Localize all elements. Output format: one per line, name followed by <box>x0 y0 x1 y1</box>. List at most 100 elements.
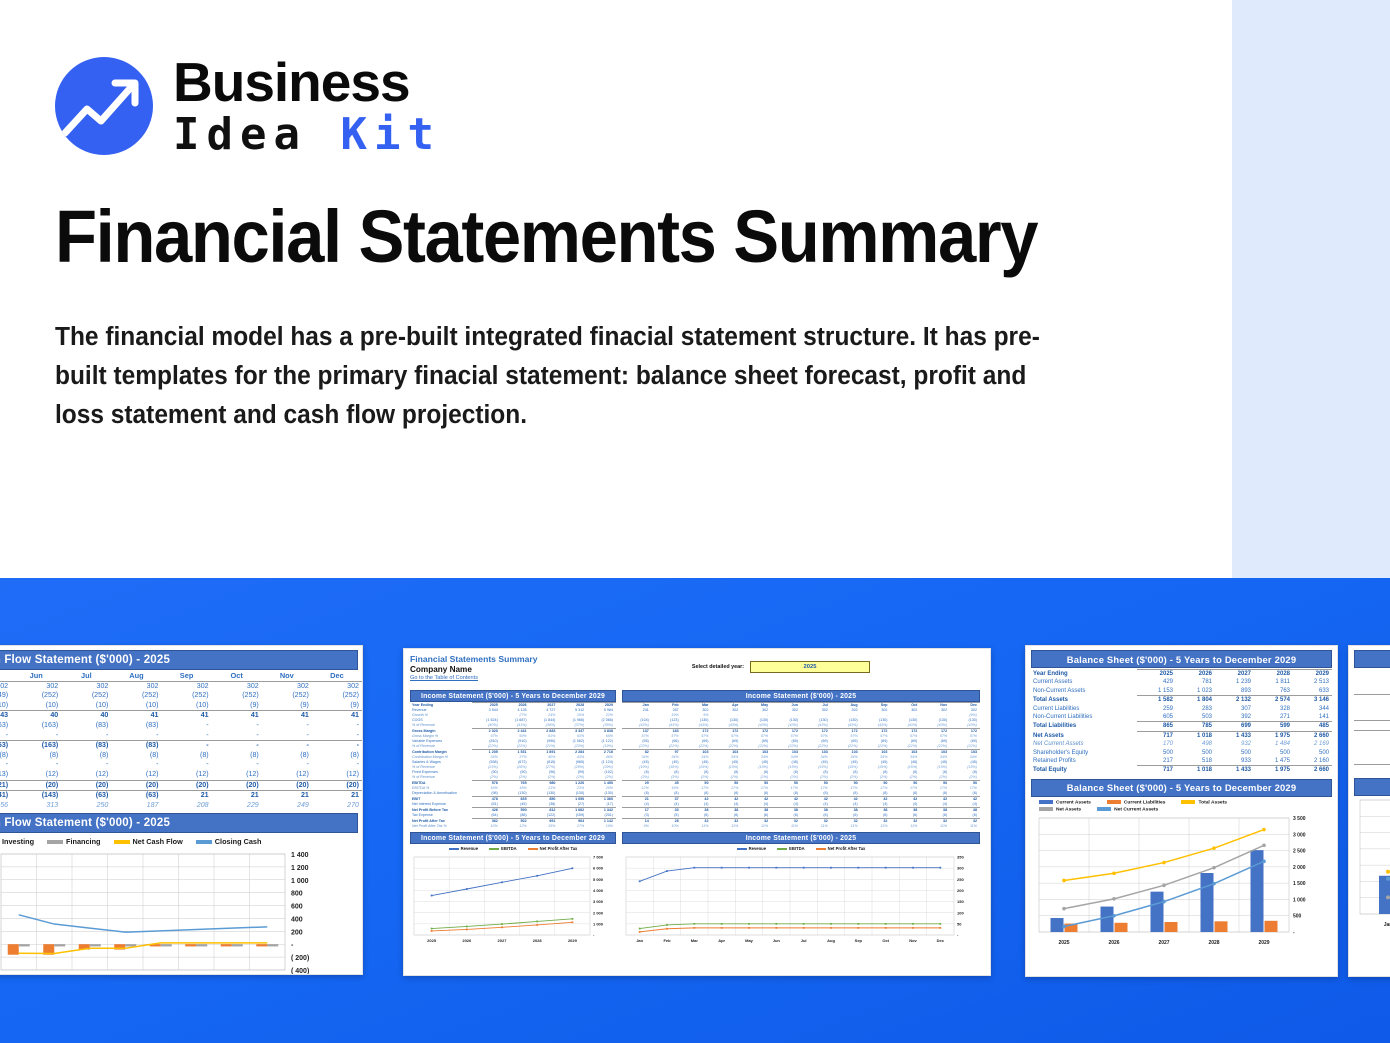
cell: 29 <box>622 780 652 787</box>
cell: (90) <box>491 770 498 775</box>
cell: 14 <box>622 818 652 825</box>
cash-flow-screenshot-panel[interactable]: Cash Flow Statement ($'000) - 2025 MayJu… <box>0 645 363 975</box>
cell: - <box>156 760 159 769</box>
cell: 500 <box>1201 749 1212 756</box>
cell: 103 <box>920 749 951 756</box>
cell: (2%) <box>730 775 739 780</box>
cash-flow-month-header: Oct <box>211 671 262 682</box>
cell: (22%) <box>907 744 918 749</box>
cell: (130) <box>878 718 888 723</box>
cell: (4) <box>883 802 888 807</box>
svg-text:2025: 2025 <box>1058 940 1069 946</box>
cell: 590 <box>500 807 530 814</box>
cell: (130) <box>729 718 739 723</box>
table-row: Net Current Assets 170 498 932 1 484 2 169 <box>1031 740 1332 748</box>
table-row: Growth % - 27% 24% 19% 22% <box>410 713 616 718</box>
table-row: 1 174 <box>1354 677 1390 685</box>
cell: (69) <box>761 739 769 744</box>
right-panel-chart-title <box>1354 777 1390 796</box>
cell: 65% <box>605 734 613 739</box>
svg-text:50: 50 <box>957 922 962 927</box>
cell: (8) <box>99 750 109 759</box>
cash-flow-month-header: Jun <box>11 671 62 682</box>
cell: 50 <box>711 780 742 787</box>
cell: 57% <box>671 734 679 739</box>
table-row: (8) (8) (8) (8) (8) (8) (8) (8) <box>0 751 362 761</box>
cell: (2%) <box>909 775 918 780</box>
table-row: Year Ending 2025 2026 2027 2028 2029 <box>410 702 616 709</box>
cell: (252) <box>141 691 159 700</box>
cell: (22%) <box>877 744 888 749</box>
cell: 42 <box>830 796 861 803</box>
cell: 93 <box>1354 704 1390 712</box>
cell: 17% <box>701 786 709 791</box>
cell: 163 <box>651 728 682 735</box>
year-selector-input[interactable]: 2025 <box>750 661 870 673</box>
svg-text:3 500: 3 500 <box>1293 816 1306 822</box>
cell: - <box>306 760 309 769</box>
cell: (45) <box>940 760 948 765</box>
cell: (8) <box>199 750 209 759</box>
cell: (8) <box>674 791 679 796</box>
cell: Nov <box>920 702 951 709</box>
svg-text:200: 200 <box>957 888 964 893</box>
cell: 172 <box>830 728 861 735</box>
balance-sheet-chart-legend: Current Assets Current Liabilities Total A… <box>1031 797 1332 815</box>
cell: - <box>311 740 362 751</box>
cell: (123) <box>670 718 679 723</box>
cell: - <box>5 730 9 739</box>
cell: 5% <box>703 713 709 718</box>
cell: (8) <box>912 791 918 796</box>
cell: (22%) <box>698 744 709 749</box>
table-row: 43 40 40 41 41 41 41 41 <box>0 710 362 721</box>
cell: (63) <box>61 790 112 801</box>
cell: 1 062 <box>558 807 588 814</box>
cell: (252) <box>192 691 209 700</box>
balance-sheet-monthly-screenshot-panel[interactable]: Jan1 1741241 297936927865121 08150012512… <box>1348 645 1390 977</box>
cell: (4) <box>853 802 858 807</box>
table-row: (8) (8) (8) (8) (8) (8) (8) (8) (8) (8) (8) (8) <box>622 791 980 797</box>
cell: (1 687) <box>515 718 527 723</box>
cell: Jul <box>800 702 831 709</box>
cell: (41%) <box>516 723 527 728</box>
cell: (20) <box>61 779 112 791</box>
cell: 57% <box>790 734 798 739</box>
cell: 38 <box>860 807 891 814</box>
cell: 97 <box>651 749 682 756</box>
cell: 503 <box>1201 714 1212 721</box>
table-row: Net Assets 717 1 018 1 433 1 975 2 660 <box>1031 730 1332 741</box>
legend-item: Net Assets <box>1039 806 1081 812</box>
cell: 12% <box>519 824 527 829</box>
svg-text:2 000: 2 000 <box>1293 865 1306 871</box>
svg-text:300: 300 <box>957 866 964 871</box>
year-selector[interactable]: Select detailed year: 2025 <box>692 661 870 673</box>
cell: 302 <box>347 681 359 690</box>
cell: 287 <box>672 708 679 713</box>
table-of-contents-link[interactable]: Go to the Table of Contents <box>410 675 478 681</box>
cell: 172 <box>681 728 712 735</box>
cell: 1 153 <box>1157 687 1173 694</box>
cell: 1 484 <box>1274 741 1290 748</box>
row-label: EBITDA <box>412 780 426 785</box>
cell: 429 <box>1162 679 1173 686</box>
balance-sheet-screenshot-panel[interactable]: Balance Sheet ($'000) - 5 Years to Decem… <box>1025 645 1338 977</box>
cell: (130) <box>849 718 858 723</box>
cell: (45) <box>520 802 527 807</box>
row-label: Growth % <box>412 713 428 718</box>
table-row: Net Profit After Tax 362 502 691 904 1 142 <box>410 818 616 825</box>
cell: 893 <box>1240 687 1251 694</box>
cell: - <box>356 720 359 729</box>
cell: 1 081 <box>1354 739 1390 747</box>
income-statement-screenshot-panel[interactable]: Financial Statements Summary Company Nam… <box>403 648 991 976</box>
cell: (4) <box>674 802 679 807</box>
cell: 2 660 <box>1293 765 1332 775</box>
cell: 187 <box>146 800 159 809</box>
cell: 2 574 <box>1254 695 1293 705</box>
cell: (15%) <box>937 765 948 770</box>
svg-text:Jan: Jan <box>636 938 643 943</box>
cell: - <box>306 720 309 729</box>
cell: 50 <box>830 780 861 787</box>
cell: (22%) <box>668 744 679 749</box>
cell: (83) <box>145 720 159 729</box>
